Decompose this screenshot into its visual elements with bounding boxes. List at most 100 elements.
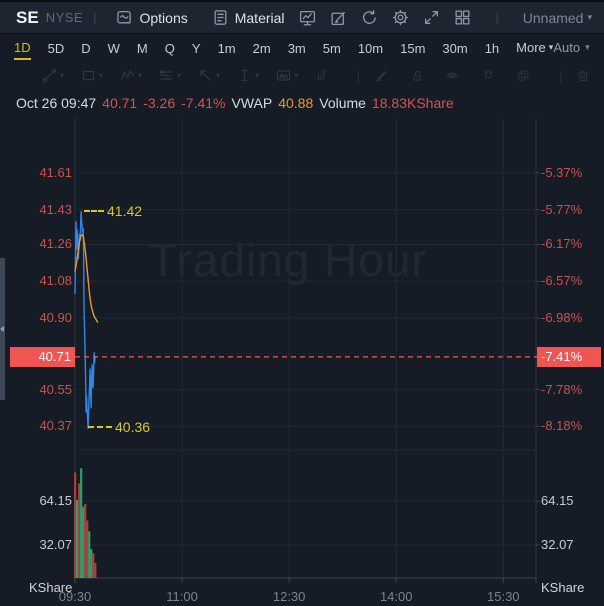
percent-axis-label: -6.57% (541, 273, 583, 289)
levels-tool[interactable]: ▾ (159, 68, 181, 83)
chevron-down-icon: ▾ (585, 42, 590, 52)
symbol-label: SE (16, 7, 39, 27)
chart-monitor-icon[interactable] (299, 9, 316, 26)
price-axis-label: 40.37 (39, 418, 72, 434)
layout-selector[interactable]: Unnamed ▾ (523, 10, 592, 26)
time-axis-label: 11:00 (166, 589, 198, 604)
volume-unit-right: KShare (541, 580, 585, 595)
settings-icon[interactable] (392, 9, 409, 26)
quote-price: 40.71 (102, 95, 138, 111)
divider: | (93, 10, 97, 25)
dash-line (84, 209, 104, 212)
drawing-toolbar: ▾ ▾ ▾ ▾ ▾ ▾ ▾ | | (0, 62, 604, 90)
chevron-down-icon: ▾ (548, 42, 554, 52)
timeframe-30m[interactable]: 30m (442, 40, 468, 56)
price-axis-label: 41.08 (39, 273, 72, 289)
label-tool[interactable]: ▾ (276, 68, 298, 83)
volume-axis-label: 32.07 (39, 537, 72, 552)
quote-change: -3.26 (143, 95, 176, 111)
top-bar: SE NYSE | Options Material | Unnamed ▾ (0, 0, 604, 34)
auto-scale-selector[interactable]: Auto ▾ (553, 40, 589, 55)
edit-icon[interactable] (330, 9, 347, 26)
divider: | (495, 10, 499, 25)
fullscreen-icon[interactable] (423, 9, 440, 26)
volume-label: Volume (319, 95, 366, 111)
percent-axis-label: -6.98% (541, 310, 583, 326)
more-label: More (516, 40, 546, 55)
percent-axis-label: -5.37% (541, 165, 583, 180)
text-cursor-icon (237, 68, 252, 83)
low-price-value: 40.36 (115, 419, 151, 436)
quote-datetime: Oct 26 09:47 (16, 95, 97, 111)
timeframe-y[interactable]: Y (191, 40, 201, 56)
divider: | (356, 67, 361, 84)
chevron-down-icon: ▾ (255, 71, 260, 80)
timeframe-5m[interactable]: 5m (322, 40, 341, 56)
timeframe-1m[interactable]: 1m (217, 40, 236, 56)
refresh-icon[interactable] (361, 9, 378, 26)
timeframe-q[interactable]: Q (164, 40, 175, 56)
layout-name: Unnamed (522, 9, 584, 26)
layout-grid-icon[interactable] (454, 9, 471, 26)
price-axis-label: 40.90 (39, 310, 72, 326)
percent-axis-label: -5.77% (541, 201, 583, 217)
timeframe-bar: 1D 5D D W M Q Y 1m 2m 3m 5m 10m 15m 30m 1h More ▾ Auto… (0, 34, 604, 62)
volume-axis-label: 64.15 (39, 493, 72, 508)
chevron-down-icon: ▾ (99, 71, 104, 80)
trend-line-tool[interactable]: ▾ (42, 68, 64, 83)
options-icon (116, 9, 133, 26)
chevron-down-icon: ▾ (60, 71, 65, 80)
exchange-label: NYSE (45, 10, 84, 25)
timeframe-w[interactable]: W (107, 40, 120, 56)
options-button[interactable]: Options (116, 9, 188, 26)
material-button[interactable]: Material (212, 9, 285, 26)
elliott-wave-tool[interactable]: ▾ (120, 68, 142, 83)
lock-open-icon[interactable] (411, 68, 424, 83)
timeframe-more-button[interactable]: More ▾ (516, 40, 553, 55)
text-tool[interactable]: ▾ (237, 68, 259, 83)
magnet-icon[interactable] (482, 68, 495, 83)
percent-axis-label: -8.18% (541, 418, 583, 434)
timeframe-15m[interactable]: 15m (400, 40, 426, 56)
timeframe-m[interactable]: M (136, 40, 148, 56)
timeframe-5d[interactable]: 5D (47, 40, 65, 56)
visibility-eye-icon[interactable] (446, 68, 459, 83)
high-price-value: 41.42 (107, 202, 143, 219)
auto-label: Auto (553, 40, 581, 55)
arrow-tool[interactable]: ▾ (198, 68, 220, 83)
timeframe-3m[interactable]: 3m (287, 40, 306, 56)
material-label: Material (234, 9, 285, 26)
brush-tool[interactable] (375, 68, 388, 83)
chevron-down-icon: ▾ (216, 71, 221, 80)
rectangle-icon (81, 68, 96, 83)
trading-hour-watermark: Trading Hour (149, 234, 428, 286)
quote-change-pct: -7.41% (181, 95, 226, 111)
percent-axis-label: -7.78% (541, 381, 583, 397)
divider: | (558, 67, 563, 84)
levels-icon (159, 68, 174, 83)
current-price-label: 40.71 (10, 346, 75, 367)
volume-axis-label: 64.15 (541, 493, 574, 508)
time-axis-label: 09:30 (58, 589, 92, 604)
time-axis-label: 15:30 (487, 589, 520, 604)
vwap-value: 40.88 (278, 95, 314, 111)
arrow-icon (198, 68, 213, 83)
timeframe-1d[interactable]: 1D (14, 36, 31, 60)
current-percent-label: -7.41% (537, 346, 601, 367)
timeframe-2m[interactable]: 2m (252, 40, 271, 56)
timeframe-1h[interactable]: 1h (484, 40, 500, 56)
trend-line-icon (42, 68, 57, 83)
trash-icon[interactable] (577, 68, 590, 83)
timeframe-d[interactable]: D (81, 40, 91, 56)
clone-icon[interactable] (517, 68, 530, 83)
pattern-flag-tool[interactable] (315, 68, 328, 83)
sidebar-collapse-handle[interactable] (0, 258, 5, 400)
timeframe-10m[interactable]: 10m (357, 40, 384, 56)
price-axis-label: 40.55 (39, 381, 72, 397)
volume-value: 18.83KShare (371, 95, 454, 111)
rectangle-tool[interactable]: ▾ (81, 68, 103, 83)
time-axis-label: 14:00 (379, 589, 413, 604)
dash-line (88, 426, 112, 429)
